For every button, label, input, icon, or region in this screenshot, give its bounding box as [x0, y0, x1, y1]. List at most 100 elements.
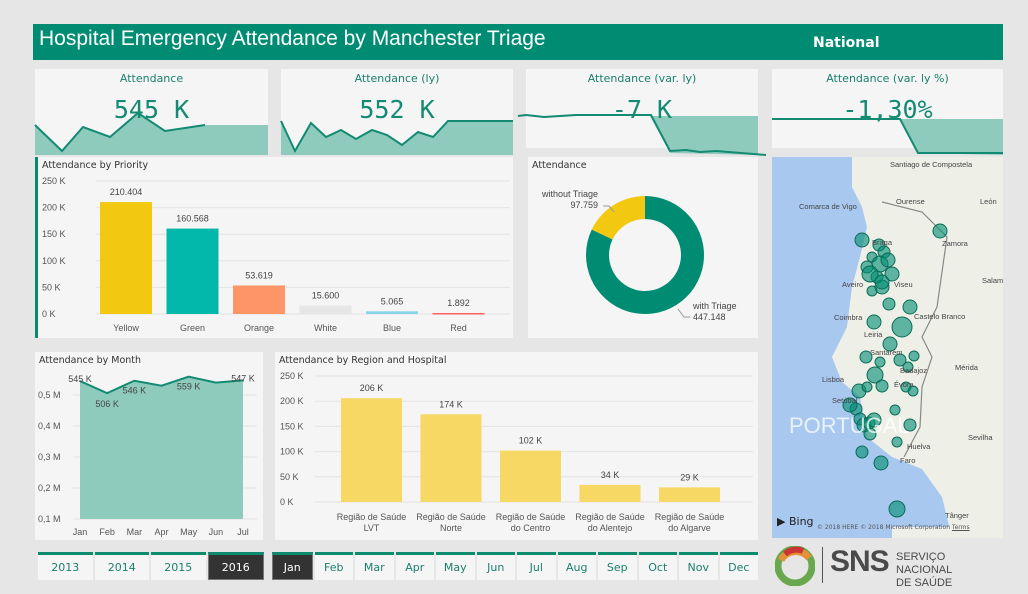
x-tick-label: Mar — [127, 527, 143, 537]
data-label: 206 K — [360, 383, 384, 393]
map-place-label: Braga — [872, 238, 893, 247]
donut-slice — [591, 196, 645, 240]
hospital-bubble — [875, 379, 889, 393]
data-label: 559 K — [177, 382, 201, 392]
hospital-bubble — [866, 412, 882, 428]
bar — [579, 484, 641, 502]
kpi-value: 545 K — [113, 95, 190, 124]
x-tick-label: Green — [180, 323, 205, 333]
y-tick-label: 0,5 M — [38, 390, 61, 400]
hospital-bubble — [932, 223, 948, 239]
month-option-jul[interactable]: Jul — [517, 552, 556, 580]
area-fill — [80, 376, 243, 519]
region-bar-chart: 0 K 50 K 100 K 150 K 200 K 250 K 206 K Região d… — [280, 371, 753, 533]
x-tick-label: Jan — [73, 527, 88, 537]
triage-donut-panel: Attendance without Triage 97.759 with Tria… — [528, 157, 758, 338]
map-place-label: Viseu — [894, 280, 913, 289]
hospital-bubble — [861, 381, 873, 393]
map-place-label: Comarca de Vigo — [799, 202, 857, 211]
leader-line — [603, 205, 615, 213]
terms-link[interactable]: Terms — [951, 524, 970, 531]
month-option-jan[interactable]: Jan — [272, 552, 313, 580]
year-option-2016[interactable]: 2016 — [207, 552, 264, 580]
x-tick-label: LVT — [364, 523, 380, 533]
year-option-2013[interactable]: 2013 — [38, 552, 93, 580]
month-option-aug[interactable]: Aug — [557, 552, 596, 580]
hospital-bubble — [882, 336, 898, 352]
map-place-label: Ourense — [896, 197, 925, 206]
x-tick-label: Blue — [383, 323, 401, 333]
map-place-label: Faro — [900, 456, 915, 465]
kpi-card-attendance-var: Attendance (var. ly) -7 K — [517, 69, 767, 156]
y-tick-label: 200 K — [280, 396, 304, 406]
x-tick-label: Região de Saúde — [655, 512, 725, 522]
map-place-label: Tânger — [945, 511, 969, 520]
y-tick-label: 0 K — [42, 309, 56, 319]
kpi-label: Attendance (var. ly) — [587, 72, 697, 85]
bar — [659, 487, 720, 502]
map-place-label: Santiago de Compostela — [890, 160, 973, 169]
y-tick-label: 0,3 M — [38, 452, 61, 462]
hospital-map[interactable]: Santiago de Compostela Comarca de Vigo Our… — [772, 157, 1003, 538]
x-tick-label: Yellow — [113, 323, 139, 333]
hospital-bubble — [888, 500, 906, 518]
data-label: 546 K — [123, 386, 147, 396]
map-place-label: Badajoz — [900, 366, 927, 375]
bar — [500, 450, 561, 502]
x-tick-label: White — [314, 323, 337, 333]
hospital-bubble — [874, 274, 890, 290]
x-tick-label: Norte — [440, 523, 462, 533]
month-option-oct[interactable]: Oct — [638, 552, 677, 580]
month-option-mar[interactable]: Mar — [355, 552, 394, 580]
month-option-dec[interactable]: Dec — [719, 552, 758, 580]
x-tick-label: do Algarve — [668, 523, 711, 533]
month-option-apr[interactable]: Apr — [395, 552, 434, 580]
title-bar: Hospital Emergency Attendance by Manches… — [33, 24, 1003, 60]
data-label: 545 K — [68, 374, 92, 384]
map-place-label: Évora — [894, 380, 914, 389]
bar — [366, 311, 418, 314]
kpi-sparkline — [34, 111, 268, 155]
bar — [100, 202, 152, 314]
map-copyright: © 2018 HERE © 2018 Microsoft Corporation… — [817, 524, 970, 531]
hospital-bubble — [908, 350, 920, 362]
month-option-sep[interactable]: Sep — [598, 552, 637, 580]
month-slicer: Jan Feb Mar Apr May Jun Jul Aug Sep Oct Nov Dec — [272, 552, 758, 580]
data-label: 1.892 — [447, 298, 470, 308]
hospital-bubble — [861, 265, 879, 283]
data-label: 506 K — [95, 399, 119, 409]
month-option-nov[interactable]: Nov — [679, 552, 718, 580]
data-label: 5.065 — [381, 296, 404, 306]
x-tick-label: Região de Saúde — [337, 512, 407, 522]
kpi-value: -1,30% — [842, 95, 933, 124]
bar — [166, 228, 219, 314]
x-tick-label: Orange — [244, 323, 274, 333]
month-option-feb[interactable]: Feb — [314, 552, 353, 580]
map-place-label: Lisboa — [822, 375, 845, 384]
kpi-label: Attendance (var. ly %) — [826, 72, 949, 85]
slice-value: 447.148 — [693, 312, 726, 322]
priority-bar-chart: 0 K 50 K 100 K 150 K 200 K 250 K 210.404 Yellow… — [42, 176, 510, 333]
priority-chart-panel: Attendance by Priority 0 K 50 K 100 K 150 K… — [35, 157, 513, 338]
map-canvas: Santiago de Compostela Comarca de Vigo Our… — [789, 157, 1003, 538]
map-place-label: Setúbal — [832, 396, 858, 405]
month-option-jun[interactable]: Jun — [476, 552, 515, 580]
map-place-label: Castelo Branco — [914, 312, 965, 321]
hospital-bubble — [866, 314, 882, 330]
month-option-may[interactable]: May — [436, 552, 475, 580]
y-tick-label: 250 K — [280, 371, 304, 381]
x-tick-label: Região de Saúde — [416, 512, 486, 522]
data-label: 160.568 — [176, 214, 209, 224]
map-place-label: Leiria — [864, 330, 883, 339]
y-tick-label: 100 K — [280, 447, 304, 457]
year-option-2014[interactable]: 2014 — [94, 552, 149, 580]
map-place-label: Sevilha — [968, 433, 993, 442]
hospital-bubble — [889, 404, 901, 416]
x-tick-label: Apr — [154, 527, 168, 537]
kpi-sparkline — [517, 113, 767, 156]
slice-name: without Triage — [541, 189, 598, 199]
map-place-label: Huelva — [907, 442, 931, 451]
year-option-2015[interactable]: 2015 — [151, 552, 206, 580]
leader-line — [677, 308, 690, 318]
y-tick-label: 150 K — [42, 229, 66, 239]
